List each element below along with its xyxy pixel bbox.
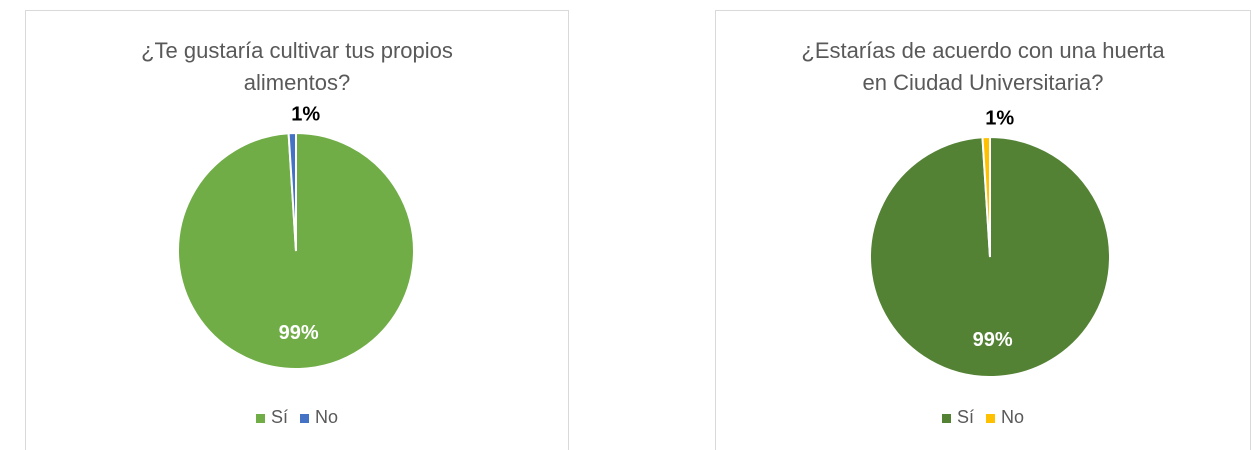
- legend-item: No: [986, 407, 1024, 427]
- data-label: 1%: [291, 103, 320, 125]
- chart-title: ¿Te gustaría cultivar tus propios alimen…: [141, 38, 453, 95]
- page: 99% 1% ¿Te gustaría cultivar tus propios a…: [25, 10, 1251, 450]
- pie-slice: [287, 131, 297, 252]
- data-label: 99%: [973, 329, 1013, 351]
- legend-item: Sí: [255, 407, 288, 427]
- legend-label: Sí: [956, 407, 974, 427]
- chart-panel: 99% 1% ¿Estarías de acuerdo con una huerta…: [715, 10, 1251, 450]
- chart-title: ¿Estarías de acuerdo con una huerta en C…: [801, 38, 1165, 95]
- legend-label: No: [315, 407, 339, 427]
- data-label: 99%: [279, 322, 319, 344]
- pie-chart: 99% 1%: [869, 107, 1111, 378]
- pie-chart: 99% 1%: [177, 103, 415, 370]
- legend-item: Sí: [941, 407, 974, 427]
- legend-swatch: [941, 414, 951, 423]
- chart-panel: 99% 1% ¿Te gustaría cultivar tus propios a…: [25, 10, 569, 450]
- legend: Sí No: [26, 407, 568, 428]
- data-label: 1%: [985, 107, 1014, 129]
- legend-label: No: [1001, 407, 1025, 427]
- legend-label: Sí: [270, 407, 288, 427]
- legend-item: No: [300, 407, 338, 427]
- legend-swatch: [255, 414, 265, 423]
- legend-swatch: [300, 414, 309, 423]
- pie-slice: [981, 135, 991, 258]
- legend-swatch: [986, 414, 995, 423]
- legend: Sí No: [716, 407, 1250, 428]
